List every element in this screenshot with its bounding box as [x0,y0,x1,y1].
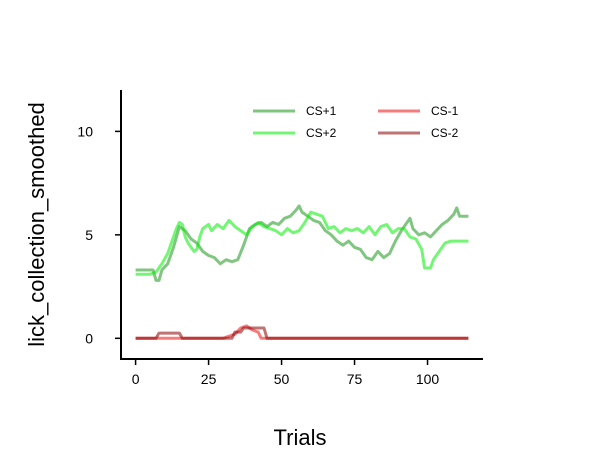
x-tick-label: 75 [347,371,363,387]
x-tick-label: 0 [132,371,140,387]
legend-label: CS+1 [306,104,337,118]
legend-item: CS+2 [253,126,337,140]
y-ticks: 0 5 10 [77,123,121,346]
series-line-cs-1 [135,204,469,282]
x-ticks: 0 25 50 75 100 [132,359,440,387]
x-tick-label: 100 [416,371,440,387]
x-tick-label: 50 [274,371,290,387]
y-tick-label: 5 [85,227,93,243]
y-tick-label: 0 [85,330,93,346]
legend-label: CS-1 [431,104,459,118]
legend-item: CS-2 [378,126,459,140]
x-axis-title: Trials [274,425,327,450]
y-axis-title: lick_collection_smoothed [24,102,49,347]
legend-item: CS-1 [378,104,459,118]
y-tick-label: 10 [77,123,93,139]
legend-label: CS-2 [431,126,459,140]
series-line-cs-2 [135,210,469,276]
series-line-cs-1 [135,324,469,340]
series-line-cs-2 [135,326,469,340]
legend-item: CS+1 [253,104,337,118]
plot-lines [135,204,469,340]
legend-label: CS+2 [306,126,337,140]
x-tick-label: 25 [201,371,217,387]
legend: CS+1 CS+2 CS-1 CS-2 [253,104,459,140]
